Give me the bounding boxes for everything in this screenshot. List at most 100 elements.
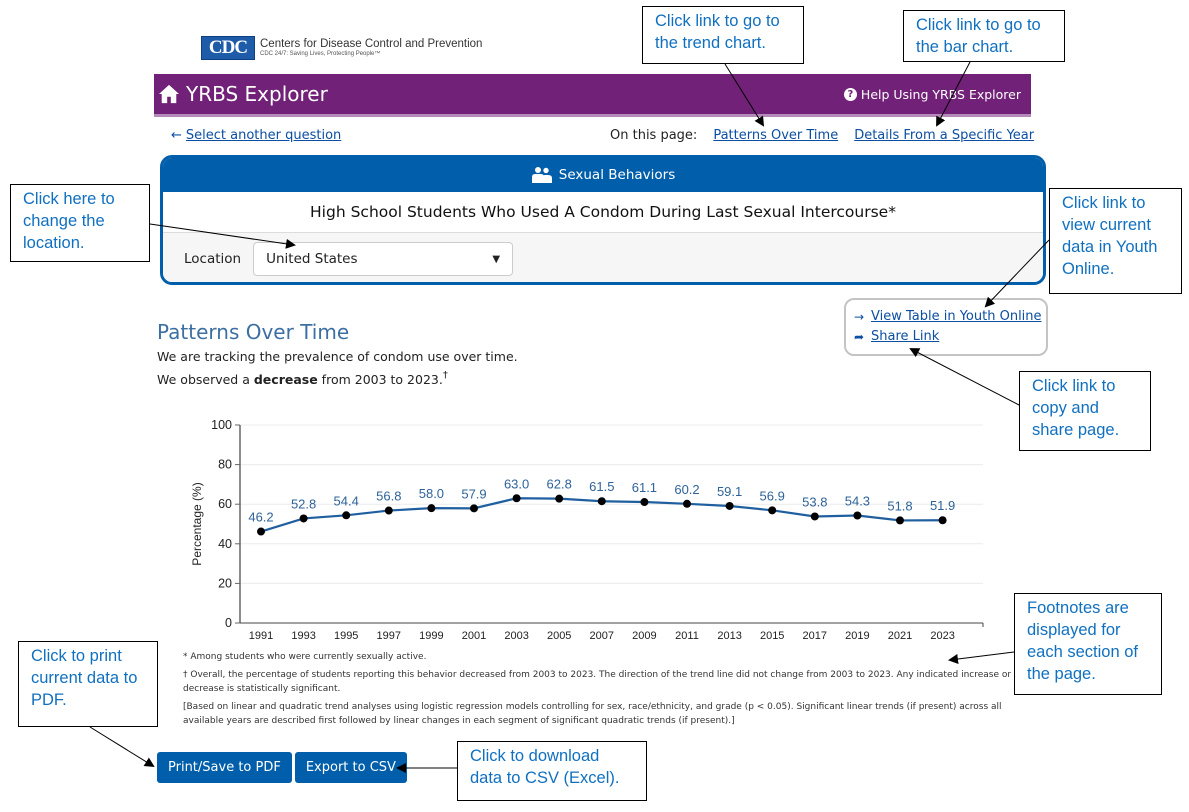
arrow-right-icon: →: [854, 310, 865, 324]
y-tick-label: 20: [218, 576, 232, 590]
data-label: 60.2: [674, 482, 699, 497]
data-label: 51.8: [887, 498, 912, 513]
caret-down-icon: ▼: [492, 253, 501, 265]
on-this-page-label: On this page:: [610, 128, 698, 143]
export-buttons: Print/Save to PDF Export to CSV: [157, 752, 407, 783]
data-point: [683, 499, 691, 508]
data-label: 51.9: [930, 498, 955, 513]
data-label: 58.0: [419, 486, 444, 501]
data-label: 56.9: [760, 488, 785, 503]
help-link[interactable]: ? Help Using YRBS Explorer: [843, 87, 1021, 102]
section-line-1: We are tracking the prevalence of condom…: [157, 349, 518, 364]
arrow-share: [909, 348, 1020, 406]
callout-share: Click link to copy and share page.: [1019, 371, 1151, 451]
data-point: [512, 494, 521, 503]
location-select[interactable]: United States ▼: [253, 242, 514, 276]
data-point: [725, 501, 734, 510]
data-point: [470, 504, 478, 513]
x-tick-label: 2023: [930, 630, 954, 642]
data-label: 56.8: [376, 489, 401, 504]
data-point: [555, 494, 564, 503]
x-tick-label: 2017: [803, 630, 827, 642]
location-value: United States: [266, 251, 358, 267]
data-label: 62.8: [547, 477, 572, 492]
app-header: YRBS Explorer ? Help Using YRBS Explorer: [154, 74, 1031, 117]
home-icon: [159, 84, 179, 104]
resource-links: → View Table in Youth Online ➦ Share Lin…: [844, 298, 1048, 356]
callout-trend-chart: Click link to go to the trend chart.: [642, 6, 804, 64]
y-tick-label: 100: [211, 418, 232, 432]
location-row: Location United States ▼: [163, 233, 1043, 282]
x-tick-label: 1995: [334, 630, 358, 642]
data-point: [299, 514, 308, 523]
x-tick-label: 2015: [760, 630, 784, 642]
back-link[interactable]: ← Select another question: [171, 128, 341, 143]
on-this-page-nav: On this page: Patterns Over Time Details…: [610, 128, 1034, 143]
data-label: 52.8: [291, 496, 316, 511]
trend-chart-svg: 0 20 40 60 80 100 Percentage (%) 1991 1993 1995 19…: [190, 418, 984, 642]
data-point: [342, 511, 351, 520]
dagger-mark: †: [442, 370, 448, 381]
data-point: [938, 516, 947, 525]
details-specific-year-link[interactable]: Details From a Specific Year: [854, 128, 1035, 143]
patterns-over-time-link[interactable]: Patterns Over Time: [713, 128, 839, 143]
data-label: 57.9: [461, 486, 486, 501]
x-tick-label: 1997: [377, 630, 401, 642]
callout-youth-online: Click link to view current data in Youth…: [1049, 188, 1182, 294]
callout-location: Click here to change the location.: [10, 184, 150, 262]
export-csv-button[interactable]: Export to CSV: [294, 752, 407, 783]
data-label: 54.4: [334, 493, 359, 508]
y-tick-label: 80: [218, 458, 232, 472]
data-label: 61.5: [589, 479, 614, 494]
org-tagline: CDC 24/7: Saving Lives, Protecting Peopl…: [260, 51, 381, 57]
back-link-label: Select another question: [185, 128, 342, 143]
question-title: High School Students Who Used A Condom D…: [163, 192, 1043, 233]
arrow-left-icon: ←: [171, 128, 182, 143]
data-point: [853, 511, 862, 520]
question-circle-icon: ?: [843, 87, 857, 101]
data-point: [640, 498, 649, 507]
question-panel: Sexual Behaviors High School Students Wh…: [160, 155, 1046, 285]
data-point: [597, 497, 606, 506]
footnote-method: [Based on linear and quadratic trend ana…: [183, 702, 1002, 726]
x-tick-label: 2019: [845, 630, 869, 642]
view-table-youth-online-link[interactable]: View Table in Youth Online: [871, 309, 1042, 324]
x-tick-label: 2001: [462, 630, 486, 642]
footnote-dagger: † Overall, the percentage of students re…: [183, 670, 1012, 694]
trend-chart: 0 20 40 60 80 100 Percentage (%) 1991 1993 1995 19…: [180, 410, 1000, 650]
y-axis-label: Percentage (%): [190, 482, 204, 565]
print-pdf-button[interactable]: Print/Save to PDF: [157, 752, 292, 783]
y-tick-label: 40: [218, 537, 232, 551]
x-tick-label: 2011: [675, 630, 699, 642]
x-tick-label: 2009: [632, 630, 656, 642]
topic-label: Sexual Behaviors: [558, 167, 676, 183]
data-label: 63.0: [504, 476, 529, 491]
y-tick-label: 60: [218, 497, 232, 511]
x-tick-label: 1993: [291, 630, 315, 642]
data-label: 46.2: [248, 510, 273, 525]
data-label: 61.1: [632, 480, 657, 495]
x-tick-label: 1999: [419, 630, 443, 642]
x-tick-label: 2005: [547, 630, 571, 642]
data-point: [810, 512, 819, 521]
location-label: Location: [184, 251, 242, 267]
app-title: YRBS Explorer: [186, 82, 328, 106]
line2-pre: We observed a: [157, 372, 254, 387]
section-title: Patterns Over Time: [157, 320, 350, 344]
cdc-logo[interactable]: CDC Centers for Disease Control and Prev…: [201, 36, 482, 60]
data-label: 59.1: [717, 484, 742, 499]
x-tick-label: 2003: [504, 630, 528, 642]
section-description: We are tracking the prevalence of condom…: [157, 347, 518, 389]
share-link[interactable]: Share Link: [871, 329, 940, 344]
data-point: [896, 516, 904, 525]
arrow-print: [89, 726, 155, 768]
footnotes: * Among students who were currently sexu…: [183, 650, 1043, 732]
data-label: 53.8: [802, 494, 827, 509]
callout-print: Click to print current data to PDF.: [18, 641, 158, 727]
topic-header: Sexual Behaviors: [163, 158, 1043, 192]
y-tick-label: 0: [225, 616, 232, 630]
app-title-link[interactable]: YRBS Explorer: [158, 82, 328, 106]
callout-bar-chart: Click link to go to the bar chart.: [903, 10, 1065, 62]
org-name: Centers for Disease Control and Preventi…: [260, 38, 483, 50]
data-point: [257, 527, 265, 536]
